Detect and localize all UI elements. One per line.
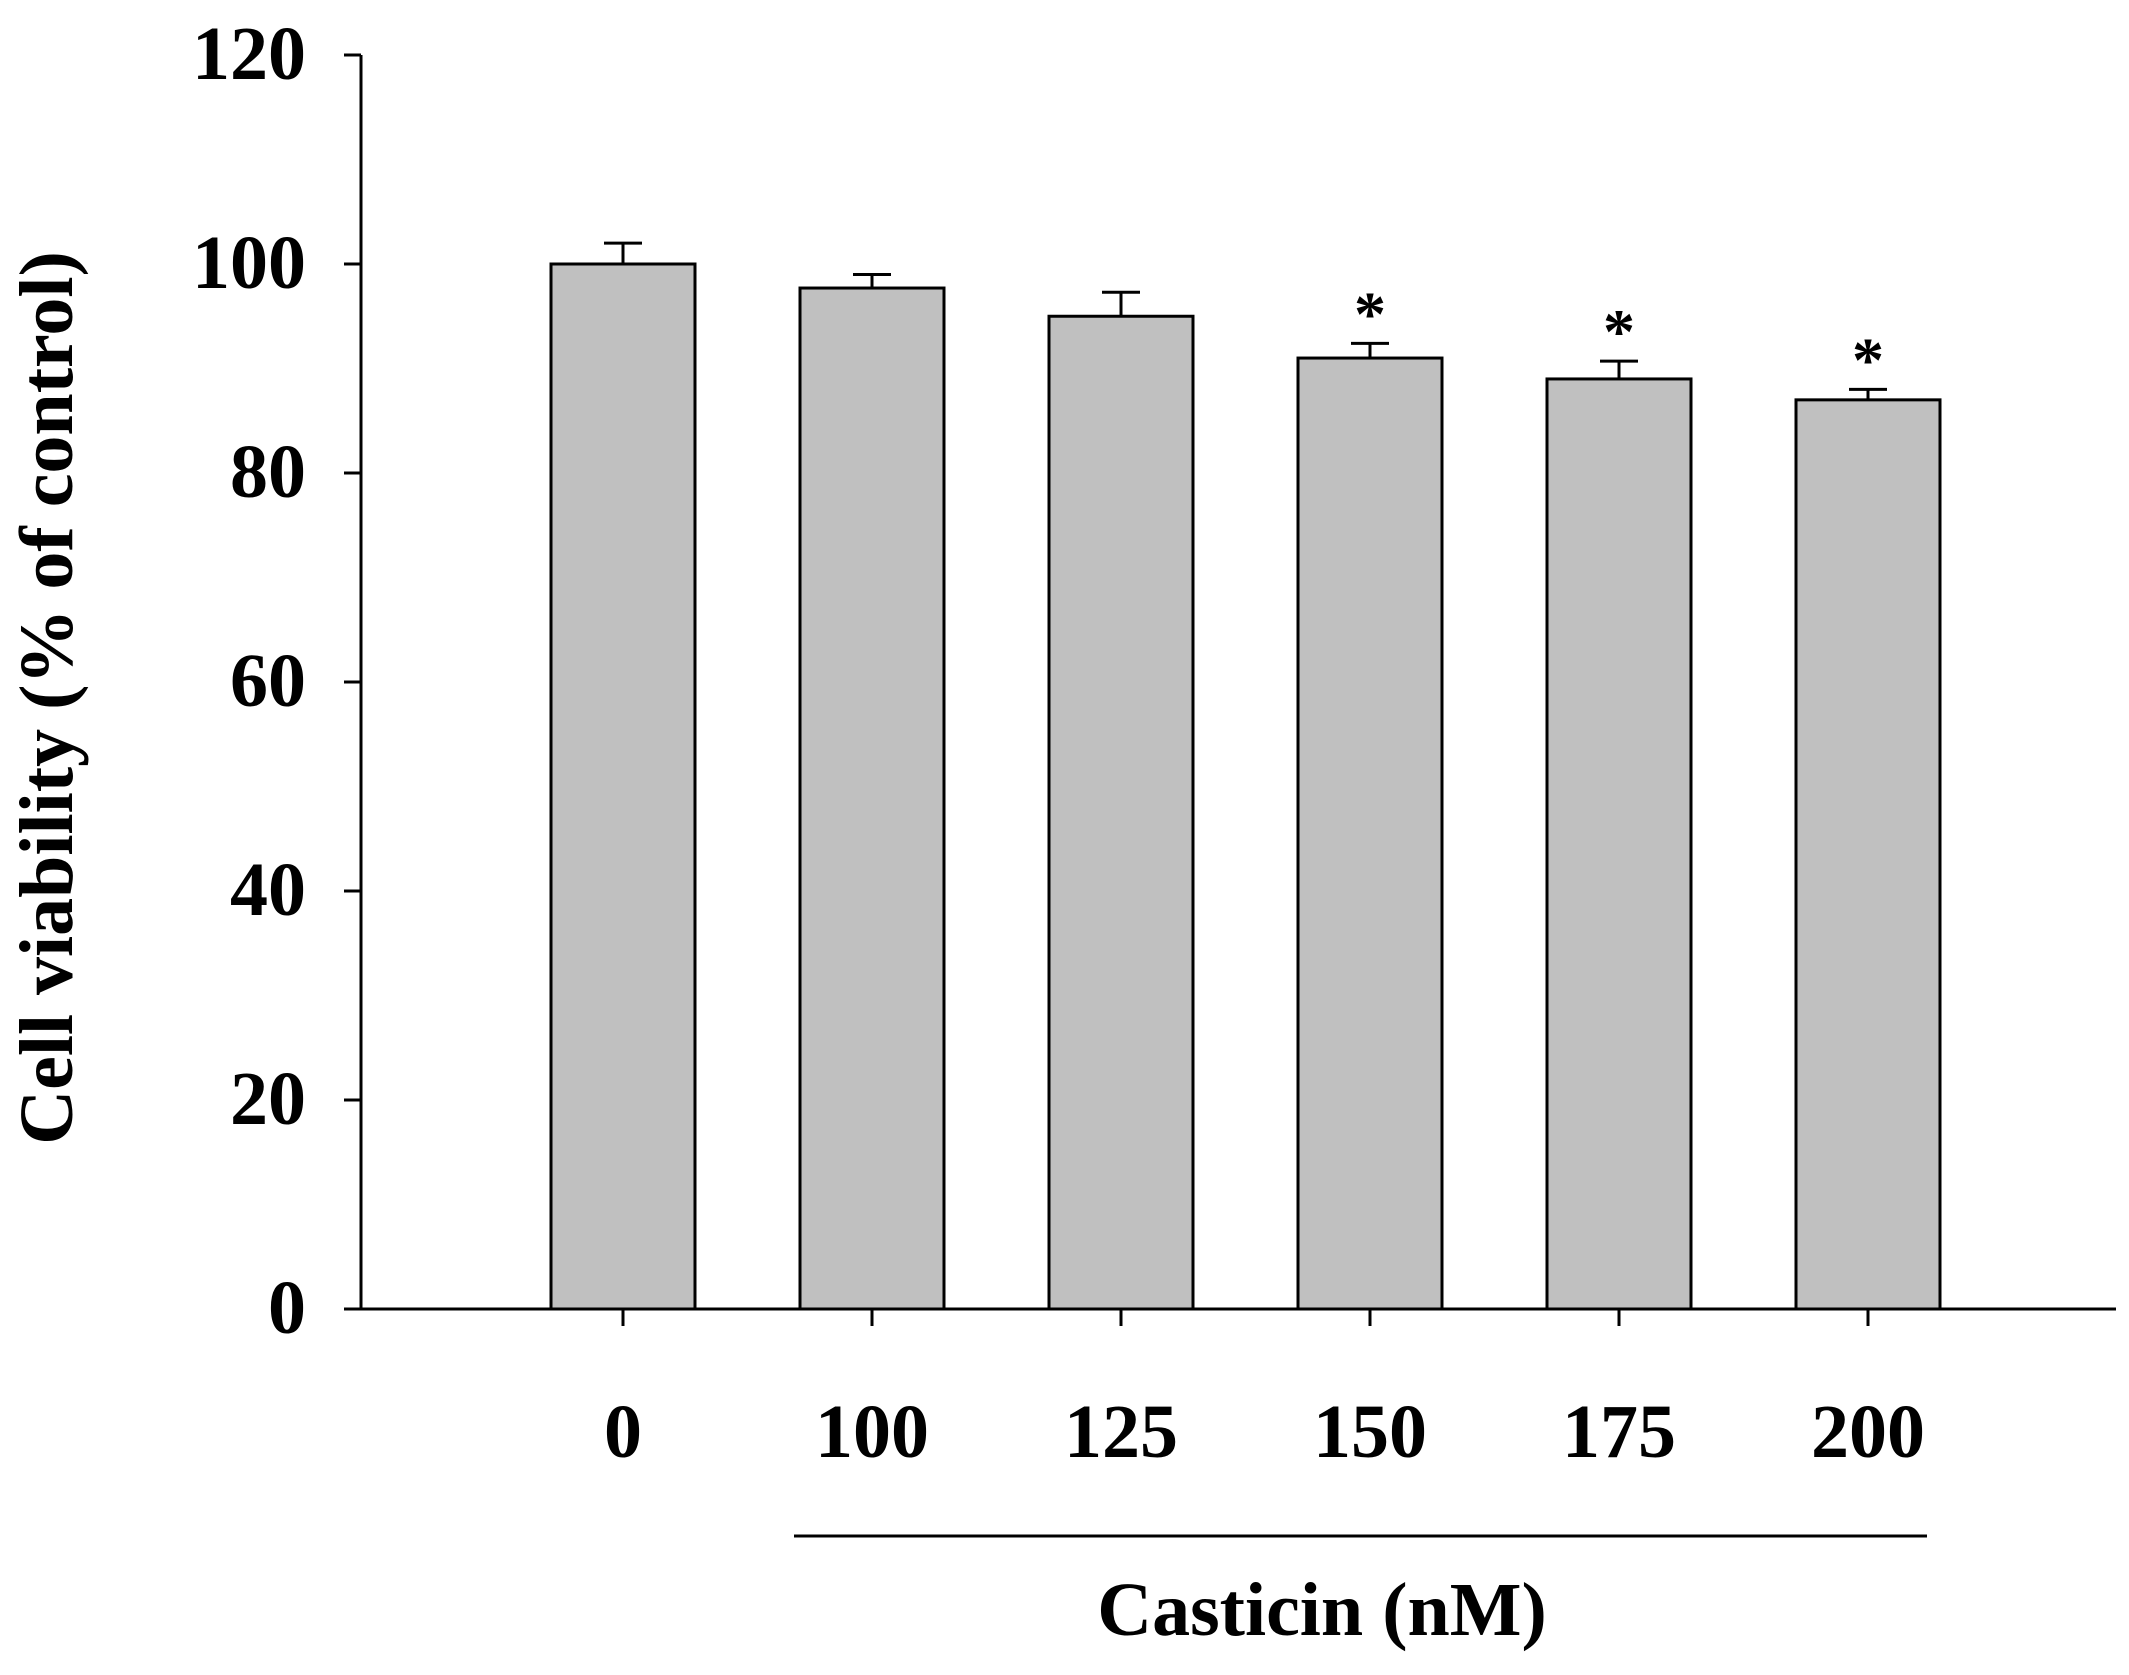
bar-200 bbox=[1794, 398, 1942, 1311]
y-tick-label-20: 20 bbox=[230, 1057, 306, 1141]
x-tick-label-175: 175 bbox=[1562, 1390, 1676, 1474]
bar-125 bbox=[1047, 314, 1195, 1311]
error-bars bbox=[604, 241, 1887, 400]
labels: 0 20 40 60 80 100 120 0 100 125 150 * 175 * 200 * bbox=[192, 12, 1925, 1474]
y-tick-label-60: 60 bbox=[230, 639, 306, 723]
significance-mark-150: * bbox=[1354, 278, 1386, 349]
y-tick-label-120: 120 bbox=[192, 12, 306, 96]
x-tick-label-150: 150 bbox=[1313, 1390, 1427, 1474]
significance-mark-200: * bbox=[1852, 324, 1884, 395]
x-tick-label-125: 125 bbox=[1064, 1390, 1178, 1474]
x-tick-label-200: 200 bbox=[1811, 1390, 1925, 1474]
y-tick-label-0: 0 bbox=[268, 1266, 306, 1350]
bar-100 bbox=[798, 286, 946, 1311]
y-tick-label-40: 40 bbox=[230, 848, 306, 932]
significance-mark-175: * bbox=[1603, 296, 1635, 367]
y-axis-label: Cell viability (% of control) bbox=[5, 251, 89, 1145]
bar-175 bbox=[1545, 377, 1693, 1311]
x-tick-label-100: 100 bbox=[815, 1390, 929, 1474]
x-axis-label: Casticin (nM) bbox=[1097, 1568, 1547, 1652]
bars bbox=[549, 262, 1942, 1311]
bar-150 bbox=[1296, 356, 1444, 1311]
y-tick-label-100: 100 bbox=[192, 221, 306, 305]
bar-0 bbox=[549, 262, 697, 1311]
x-tick-label-0: 0 bbox=[604, 1390, 642, 1474]
y-tick-label-80: 80 bbox=[230, 430, 306, 514]
